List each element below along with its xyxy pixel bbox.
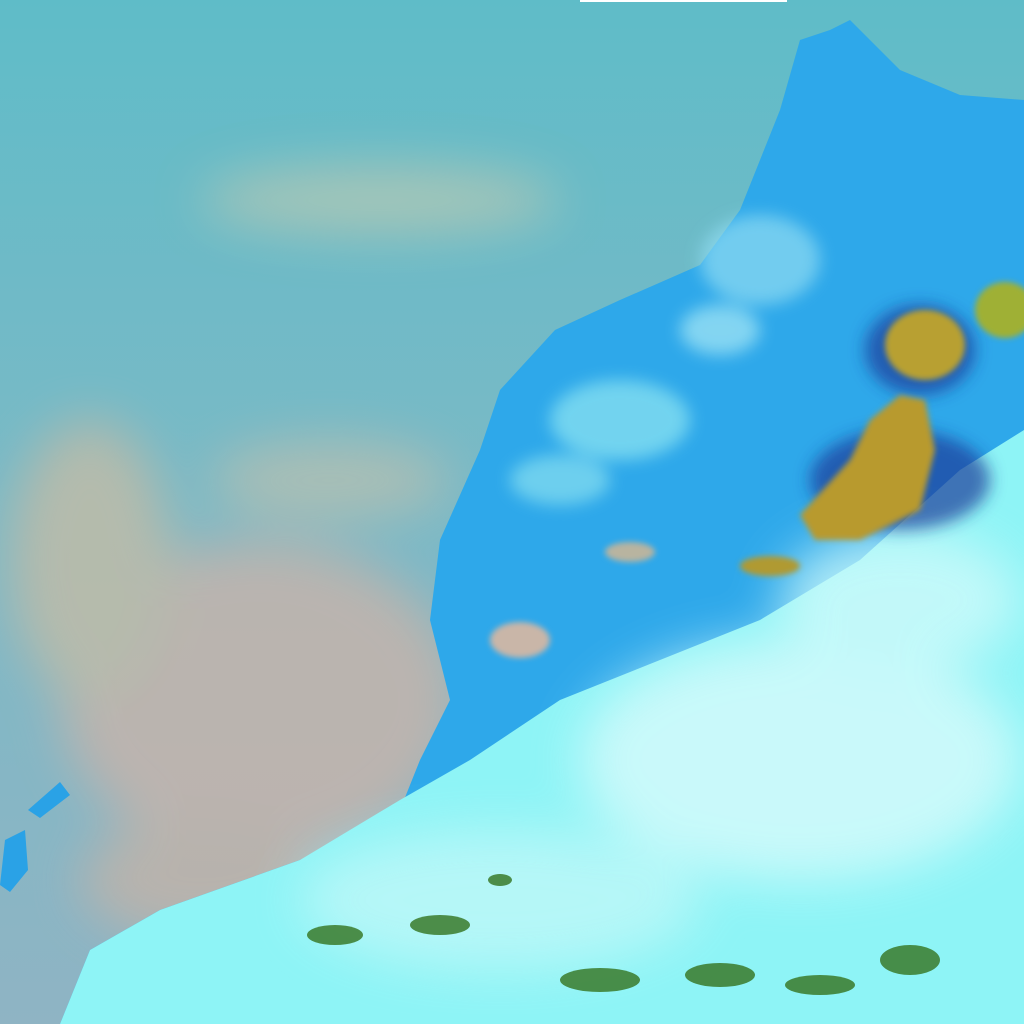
vegetation-patches [307, 874, 940, 995]
convective-cells [490, 282, 1024, 658]
islands [0, 782, 70, 892]
storm-cell [800, 395, 935, 540]
top-strip [580, 0, 787, 2]
storm-cell [885, 310, 965, 380]
land-light-patches [510, 215, 820, 505]
cloud-bright [300, 530, 1020, 970]
dust-patch [490, 622, 550, 658]
storm-cell [740, 556, 800, 576]
dust-patch [605, 542, 655, 562]
storm-cell [975, 282, 1024, 338]
